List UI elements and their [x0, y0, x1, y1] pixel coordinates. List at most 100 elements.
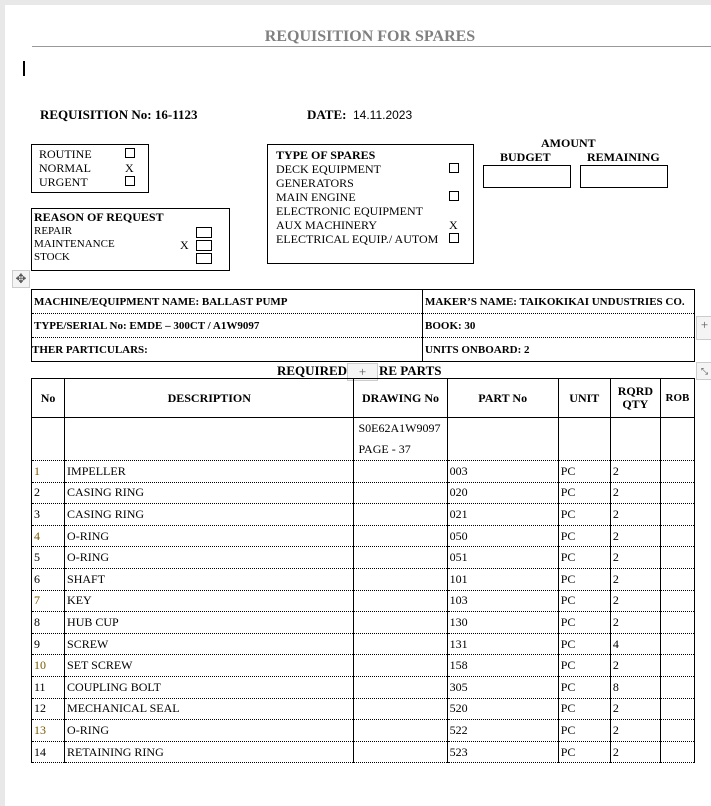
row-no: 11 — [30, 676, 66, 699]
reason-stock: STOCK — [34, 251, 70, 263]
row-no: 5 — [30, 546, 66, 569]
part-no: 305 — [446, 676, 559, 699]
rqrd-qty: 2 — [609, 698, 661, 721]
description: SCREW — [64, 633, 355, 656]
row-no: 8 — [30, 611, 66, 634]
drawing-no — [353, 525, 448, 548]
description: O-RING — [64, 719, 355, 742]
drawing-page: PAGE - 37 — [358, 442, 411, 456]
unit: PC — [557, 503, 611, 526]
unit: PC — [557, 719, 611, 742]
description: CASING RING — [64, 503, 355, 526]
requisition-number: REQUISITION No: 16-1123 — [40, 107, 198, 122]
drawing-no — [353, 611, 448, 634]
checkbox[interactable] — [449, 162, 459, 177]
rqrd-qty: 2 — [609, 654, 661, 677]
unit: PC — [557, 482, 611, 505]
table-row: 8 HUB CUP 130 PC 2 — [30, 611, 696, 634]
col-unit: UNIT — [557, 378, 611, 418]
units-onboard: UNITS ONBOARD: 2 — [422, 337, 695, 362]
rob — [659, 546, 696, 569]
spare-type-item: DECK EQUIPMENT — [276, 162, 381, 176]
drawing-number: S0E62A1W9097 — [358, 421, 441, 435]
add-column-icon[interactable]: + — [696, 316, 711, 340]
parts-title-left: REQUIRED — [277, 363, 348, 378]
rob — [659, 741, 696, 764]
unit: PC — [557, 568, 611, 591]
rqrd-qty: 2 — [609, 482, 661, 505]
type-of-spares-box: TYPE OF SPARES DECK EQUIPMENT GENERATORS M… — [267, 144, 474, 264]
text-cursor — [23, 61, 25, 76]
checkbox[interactable] — [125, 175, 135, 190]
rob — [659, 590, 696, 613]
description: HUB CUP — [64, 611, 355, 634]
rqrd-qty: 2 — [609, 590, 661, 613]
table-row: 7 KEY 103 PC 2 — [30, 590, 696, 613]
remaining-label: REMAINING — [587, 150, 660, 164]
check-mark[interactable]: X — [449, 218, 458, 232]
part-no: 131 — [446, 633, 559, 656]
description: MECHANICAL SEAL — [64, 698, 355, 721]
drawing-no — [353, 482, 448, 505]
table-row: 10 SET SCREW 158 PC 2 — [30, 654, 696, 677]
reason-box: REASON OF REQUEST REPAIR MAINTENANCE X STOC… — [31, 208, 230, 271]
unit: PC — [557, 698, 611, 721]
table-move-handle-icon[interactable]: ✥ — [12, 270, 30, 288]
priority-routine: ROUTINE — [39, 147, 92, 161]
col-drawing-no: DRAWING No — [353, 378, 448, 418]
unit: PC — [557, 654, 611, 677]
parts-title-right: RE PARTS — [379, 363, 442, 378]
book: BOOK: 30 — [422, 313, 695, 338]
part-no: 050 — [446, 525, 559, 548]
resize-icon[interactable]: ⤡ — [696, 362, 711, 380]
unit: PC — [557, 676, 611, 699]
reason-repair: REPAIR — [34, 225, 73, 237]
budget-label: BUDGET — [500, 150, 551, 164]
checkbox[interactable] — [449, 190, 459, 205]
check-mark: X — [180, 238, 189, 252]
maker-name: MAKER’S NAME: TAIKOKIKAI UNDUSTRIES CO. — [422, 289, 695, 314]
drawing-no — [353, 460, 448, 483]
col-description: DESCRIPTION — [64, 378, 355, 418]
table-row: 13 O-RING 522 PC 2 — [30, 719, 696, 742]
description: O-RING — [64, 546, 355, 569]
checkbox[interactable] — [449, 232, 459, 247]
reason-title: REASON OF REQUEST — [34, 210, 164, 224]
checkbox[interactable] — [125, 147, 135, 162]
table-row: 9 SCREW 131 PC 4 — [30, 633, 696, 656]
equipment-info-table: MACHINE/EQUIPMENT NAME: BALLAST PUMP MAKE… — [31, 289, 695, 362]
drawing-no — [353, 633, 448, 656]
drawing-no — [353, 568, 448, 591]
spare-type-item: AUX MACHINERY — [276, 218, 378, 232]
description: IMPELLER — [64, 460, 355, 483]
drawing-no — [353, 503, 448, 526]
table-row: 3 CASING RING 021 PC 2 — [30, 503, 696, 526]
row-no: 3 — [30, 503, 66, 526]
drawing-no — [353, 741, 448, 764]
remaining-field[interactable] — [580, 165, 668, 188]
table-row: 12 MECHANICAL SEAL 520 PC 2 — [30, 698, 696, 721]
rqrd-qty: 2 — [609, 460, 661, 483]
description: SET SCREW — [64, 654, 355, 677]
unit: PC — [557, 590, 611, 613]
rob — [659, 676, 696, 699]
check-mark[interactable]: X — [125, 161, 134, 175]
checkbox[interactable] — [196, 227, 212, 238]
rob — [659, 568, 696, 591]
unit: PC — [557, 460, 611, 483]
row-no: 2 — [30, 482, 66, 505]
rqrd-qty: 2 — [609, 719, 661, 742]
title-underline — [32, 46, 711, 47]
rob — [659, 611, 696, 634]
drawing-no — [353, 698, 448, 721]
budget-field[interactable] — [483, 165, 571, 188]
row-no: 12 — [30, 698, 66, 721]
drawing-cell: S0E62A1W9097 PAGE - 37 — [353, 417, 448, 461]
rqrd-qty: 2 — [609, 611, 661, 634]
row-no: 7 — [30, 590, 66, 613]
row-no: 14 — [30, 741, 66, 764]
col-part-no: PART No — [446, 378, 559, 418]
checkbox[interactable] — [196, 240, 212, 251]
rqrd-qty: 2 — [609, 568, 661, 591]
checkbox[interactable] — [196, 253, 212, 264]
